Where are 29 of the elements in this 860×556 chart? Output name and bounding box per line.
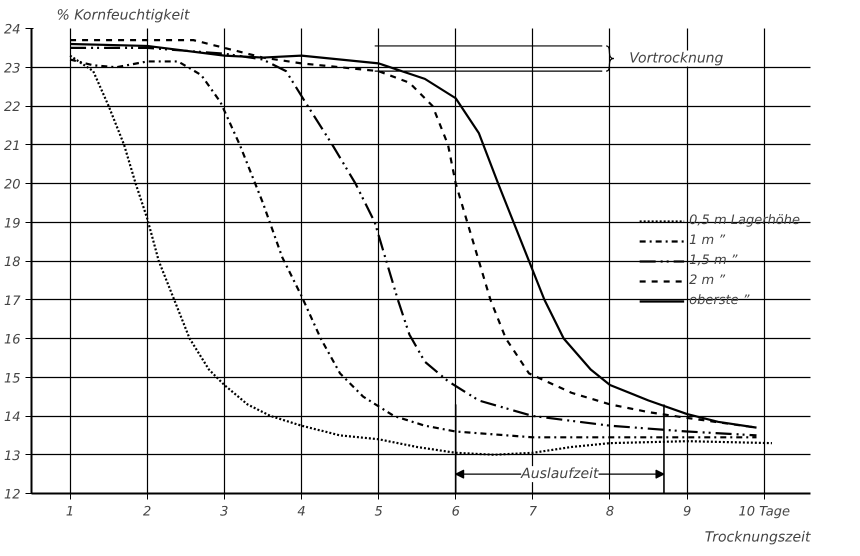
x-tick-label: 7: [528, 504, 538, 520]
y-tick-label: 19: [4, 216, 21, 232]
y-tick-label: 15: [4, 371, 21, 386]
y-tick-label: 16: [4, 332, 21, 348]
x-tick-label: 8: [606, 504, 614, 520]
x-tick-label: 10 Tage: [738, 504, 790, 520]
y-tick-label: 22: [4, 100, 21, 115]
x-tick-label: 5: [374, 504, 383, 520]
y-tick-label: 20: [4, 178, 21, 192]
y-tick-label: 21: [4, 138, 21, 154]
x-tick-label: 9: [682, 504, 692, 520]
x-tick-label: 6: [452, 504, 460, 520]
y-axis-title: % Kornfeuchtigkeit: [56, 8, 190, 24]
y-tick-label: 24: [4, 22, 21, 38]
y-tick-label: 14: [4, 410, 21, 425]
y-tick-label: 18: [4, 255, 21, 270]
x-tick-label: 3: [220, 504, 228, 520]
x-tick-label: 2: [143, 504, 152, 520]
legend-label: 2 m ”: [689, 273, 726, 288]
y-tick-label: 23: [4, 61, 21, 76]
x-tick-label: 4: [297, 504, 306, 520]
legend-label: 1 m ”: [689, 233, 726, 248]
legend-label: Vortrocknung: [629, 50, 724, 67]
ref-line-label: Auslaufzeit: [520, 466, 600, 482]
x-axis-title: Trocknungszeit: [704, 530, 812, 546]
y-tick-label: 13: [4, 448, 21, 464]
y-tick-label: 17: [4, 294, 22, 309]
x-tick-label: 1: [66, 504, 74, 520]
y-tick-label: 12: [4, 488, 21, 502]
